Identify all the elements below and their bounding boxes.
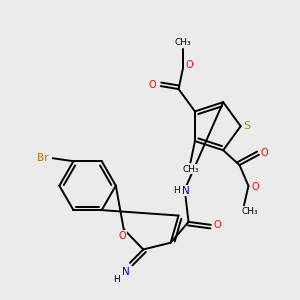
Text: O: O	[118, 231, 126, 241]
Text: H: H	[113, 275, 120, 284]
Text: N: N	[122, 267, 129, 277]
Text: H: H	[173, 186, 179, 195]
Text: O: O	[261, 148, 268, 158]
Text: CH₃: CH₃	[175, 38, 191, 47]
Text: CH₃: CH₃	[182, 164, 199, 173]
Text: Br: Br	[37, 153, 48, 163]
Text: O: O	[148, 80, 156, 90]
Text: CH₃: CH₃	[242, 207, 258, 216]
Text: O: O	[185, 60, 193, 70]
Text: S: S	[244, 121, 251, 131]
Text: N: N	[182, 186, 189, 196]
Text: O: O	[214, 220, 221, 230]
Text: O: O	[251, 182, 259, 192]
